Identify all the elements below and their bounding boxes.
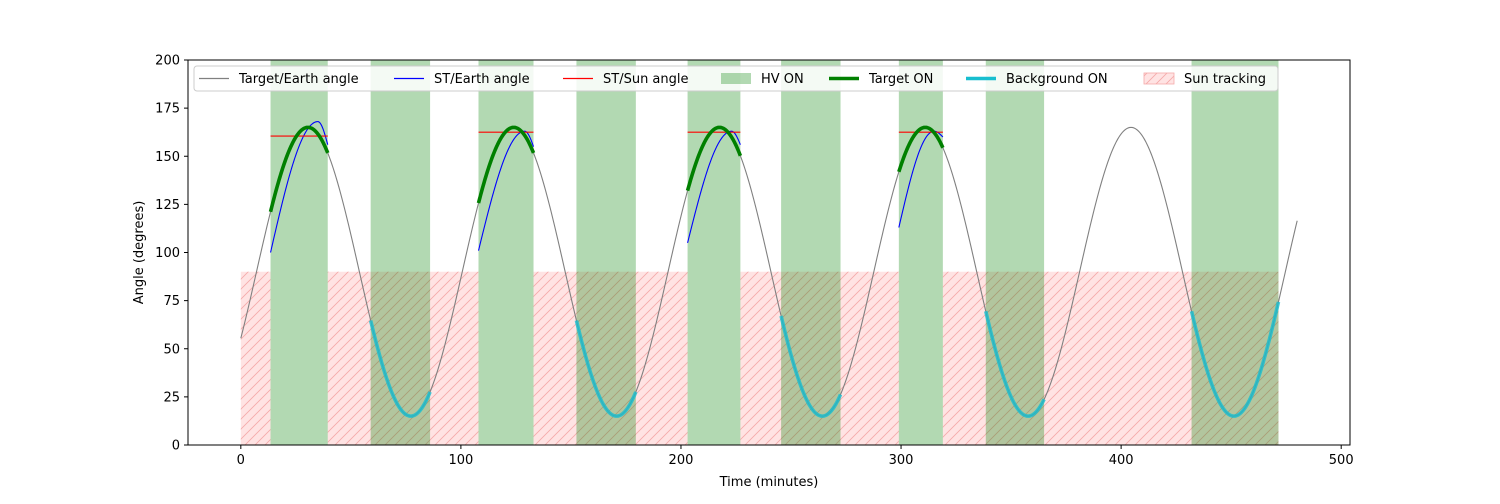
target-on-segment (685, 125, 743, 192)
legend-label: ST/Sun angle (603, 72, 689, 87)
legend-label: Background ON (1006, 72, 1108, 87)
y-tick-label: 150 (155, 150, 180, 165)
x-tick-label: 500 (1329, 453, 1354, 468)
y-tick-label: 175 (155, 102, 180, 117)
y-tick-label: 100 (155, 246, 180, 261)
st-earth-line (898, 130, 944, 228)
x-tick-label: 300 (889, 453, 914, 468)
legend-label: HV ON (761, 72, 804, 87)
st-earth-line (687, 130, 741, 244)
legend: Target/Earth angle ST/Earth angle ST/Sun a… (193, 65, 1279, 92)
legend-hatch-overlay (1144, 73, 1174, 84)
hv-on-region (370, 60, 431, 445)
y-tick-label: 200 (155, 54, 180, 69)
hv-on-region (1191, 60, 1279, 445)
legend-patch-swatch (721, 73, 751, 84)
hv-on-region (985, 60, 1045, 445)
background-on-segment (1189, 301, 1281, 418)
legend-frame (193, 65, 1279, 92)
sun-tracking-hatch (327, 271, 479, 445)
y-tick-label: 25 (163, 390, 180, 405)
hv-on-region (898, 60, 943, 445)
y-tick-label: 125 (155, 198, 180, 213)
sun-tracking-hatch (942, 271, 1192, 445)
sun-tracking-hatch (240, 271, 271, 445)
background-on-segment (368, 320, 432, 418)
y-tick-label: 0 (172, 439, 180, 454)
target-on-segment (897, 125, 945, 173)
background-on-segment (779, 315, 843, 418)
background-on-segment (574, 320, 638, 418)
hv-on-region (270, 60, 328, 445)
x-tick-label: 400 (1109, 453, 1134, 468)
y-axis-label: Angle (degrees) (132, 201, 147, 305)
background-on-segment (984, 310, 1046, 418)
y-tick-label: 50 (163, 342, 180, 357)
hv-on-region (576, 60, 636, 445)
hv-on-region (781, 60, 841, 445)
legend-label: Target/Earth angle (238, 72, 359, 87)
legend-label: Sun tracking (1184, 72, 1266, 87)
legend-label: ST/Earth angle (434, 72, 530, 87)
legend-label: Target ON (868, 72, 933, 87)
st-earth-line (477, 130, 535, 251)
x-tick-label: 0 (237, 453, 245, 468)
target-on-segment (268, 125, 330, 213)
hv-on-region (478, 60, 534, 445)
x-axis-label: Time (minutes) (719, 475, 819, 490)
target-on-segment (476, 125, 536, 204)
y-tick-label: 75 (163, 294, 180, 309)
x-tick-label: 100 (448, 453, 473, 468)
hv-on-region (687, 60, 741, 445)
x-tick-label: 200 (669, 453, 694, 468)
st-earth-line (269, 121, 329, 253)
